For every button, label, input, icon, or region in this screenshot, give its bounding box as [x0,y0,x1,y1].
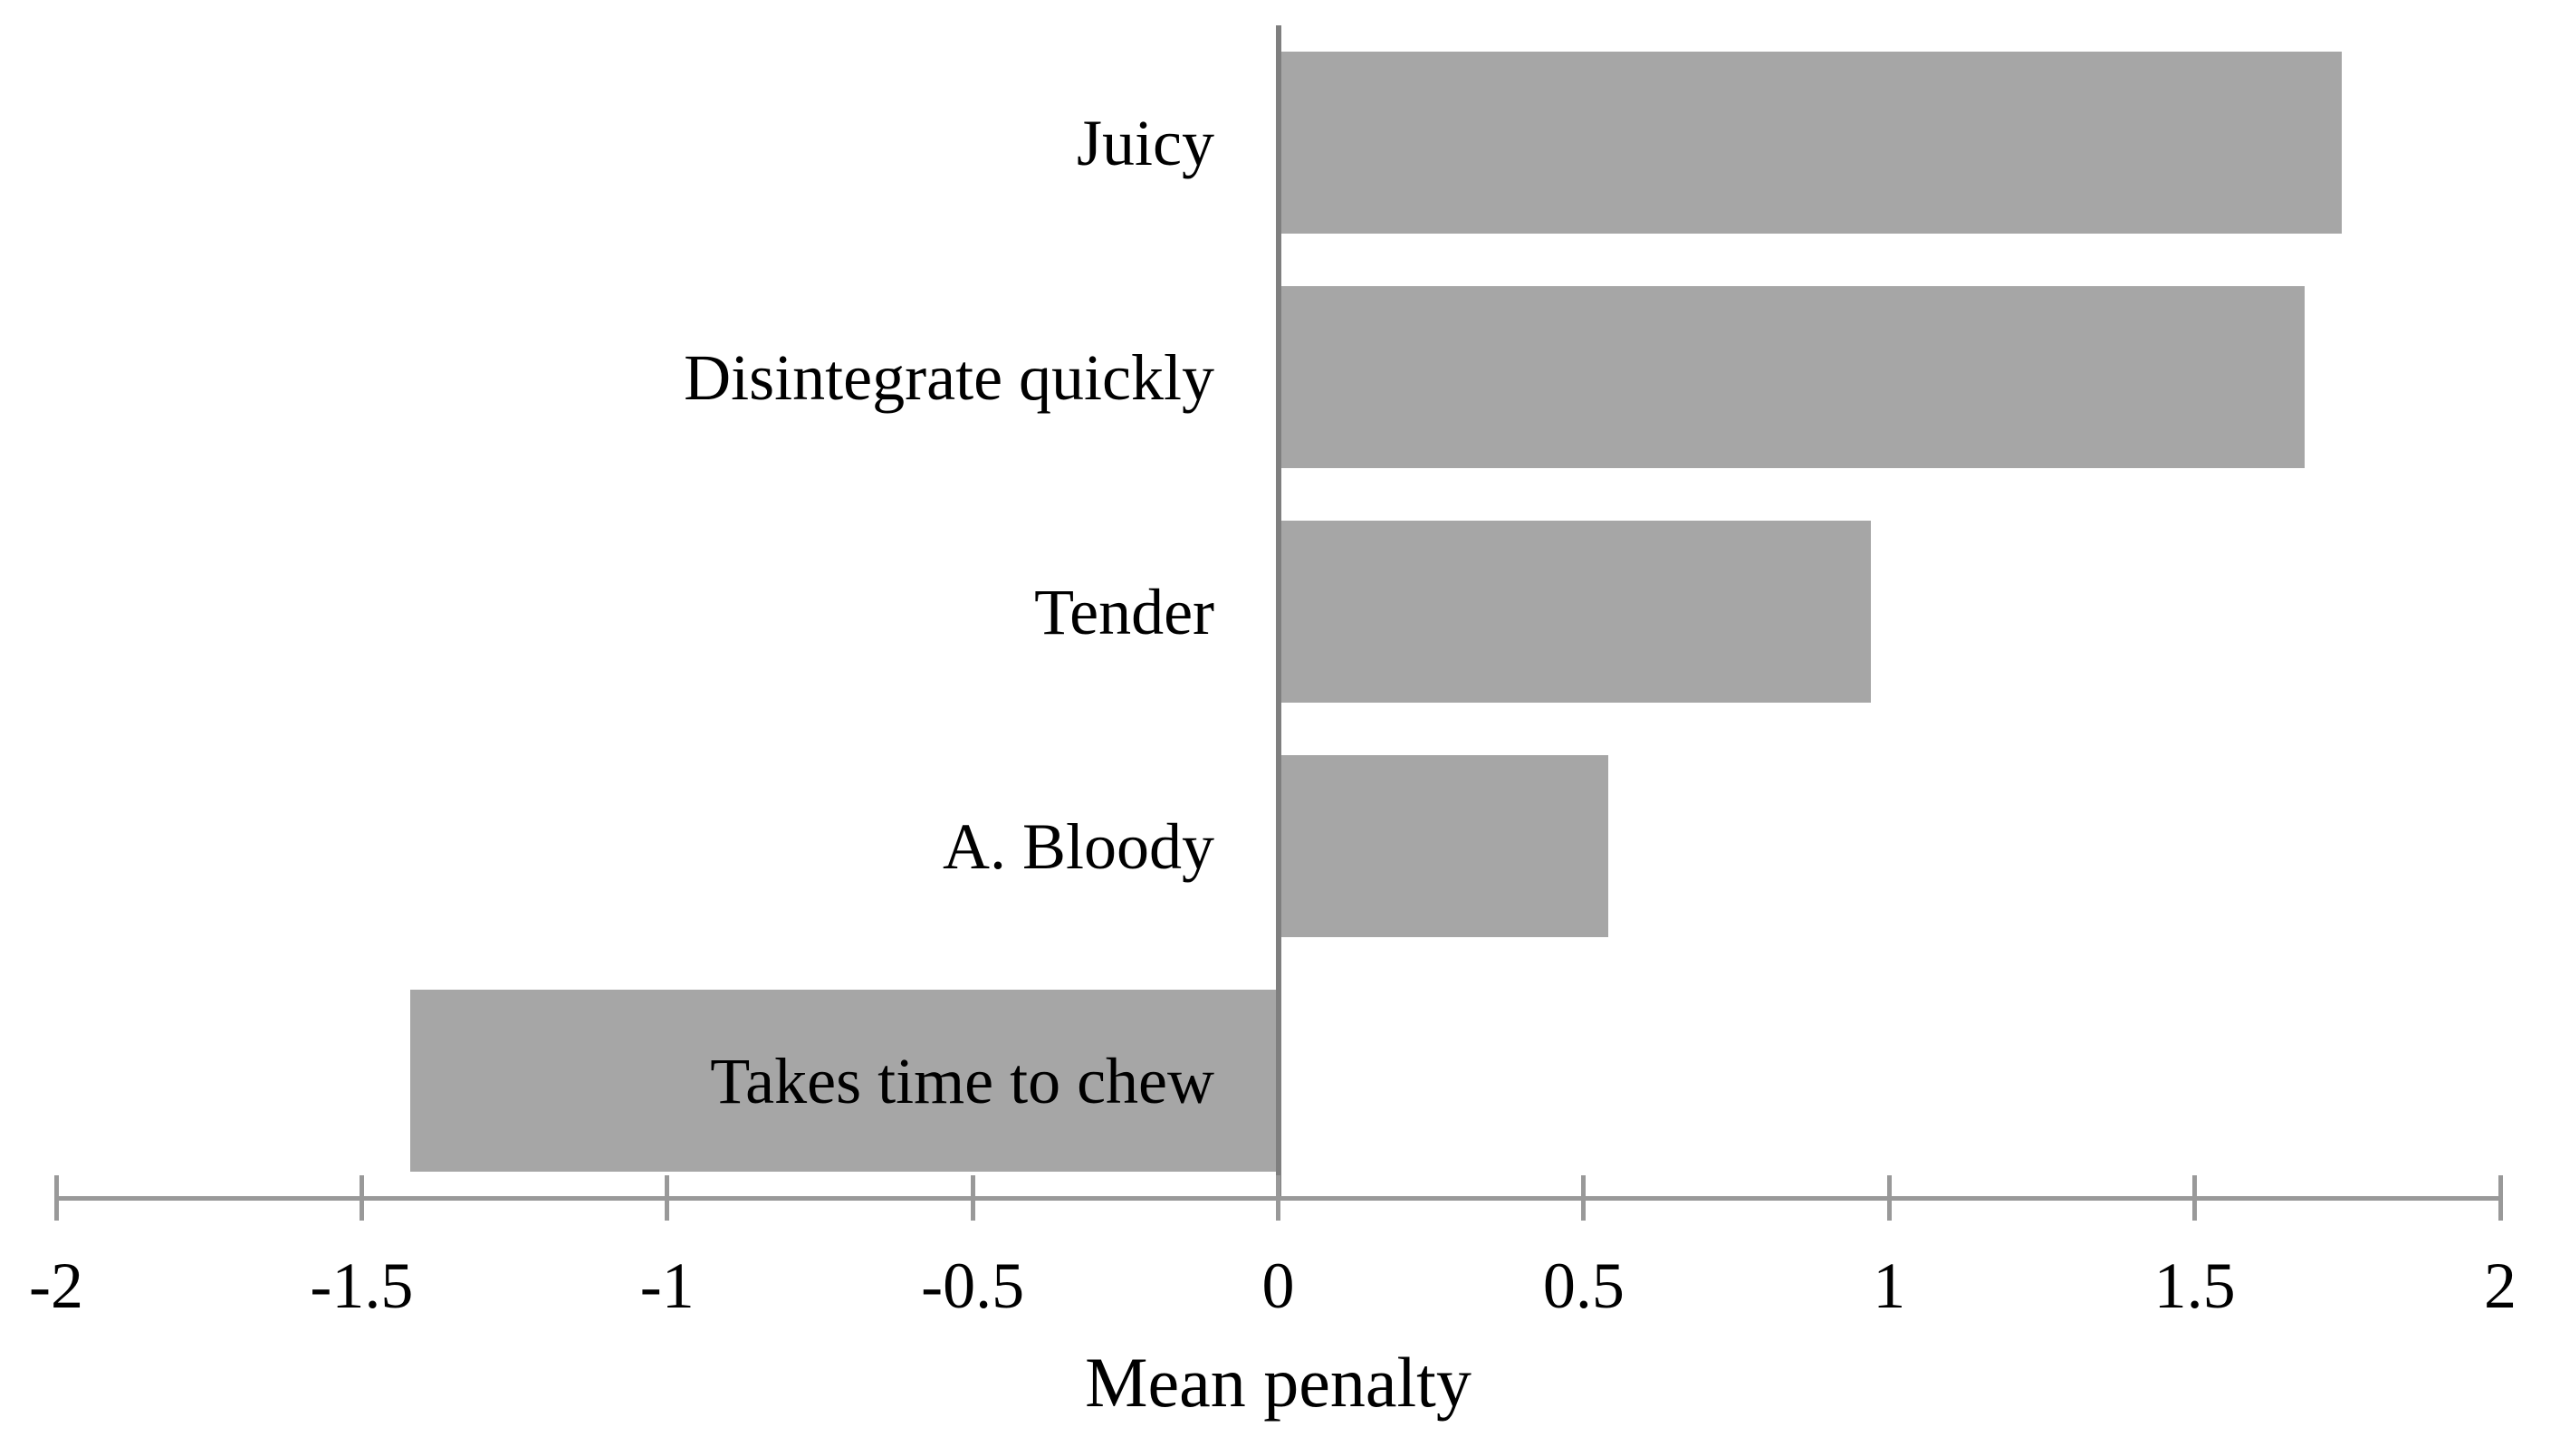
x-axis-tick [359,1175,364,1221]
bar [1278,52,2342,234]
x-axis-tick [1581,1175,1587,1221]
x-axis-tick [2192,1175,2198,1221]
category-label: A. Bloody [942,809,1214,883]
x-axis-tick [665,1175,670,1221]
bar [410,990,1279,1172]
x-axis-tick-label: -1.5 [310,1250,414,1322]
x-axis-tick [1276,1175,1280,1221]
bar [1278,521,1871,703]
category-label: Tender [1034,575,1214,648]
x-axis-tick-label: -1 [639,1250,695,1322]
x-axis-tick-label: 2 [2484,1250,2517,1322]
bar [1278,286,2306,468]
category-label: Disintegrate quickly [684,340,1214,414]
category-label: Juicy [1077,106,1214,179]
category-label: Takes time to chew [710,1044,1214,1117]
x-axis-tick [970,1175,975,1221]
x-axis-tick [53,1175,59,1221]
x-axis-tick-label: 0 [1261,1250,1295,1322]
x-axis-tick-label: 1.5 [2153,1250,2236,1322]
x-axis-tick-label: 0.5 [1542,1250,1625,1322]
x-axis-tick-label: -0.5 [921,1250,1025,1322]
x-axis-tick [2498,1175,2503,1221]
x-axis-tick [1886,1175,1892,1221]
bar [1278,755,1608,937]
x-axis-tick-label: -2 [29,1250,83,1322]
x-axis-title: Mean penalty [1085,1343,1472,1422]
x-axis-tick-label: 1 [1873,1250,1906,1322]
zero-baseline [1275,25,1281,1198]
